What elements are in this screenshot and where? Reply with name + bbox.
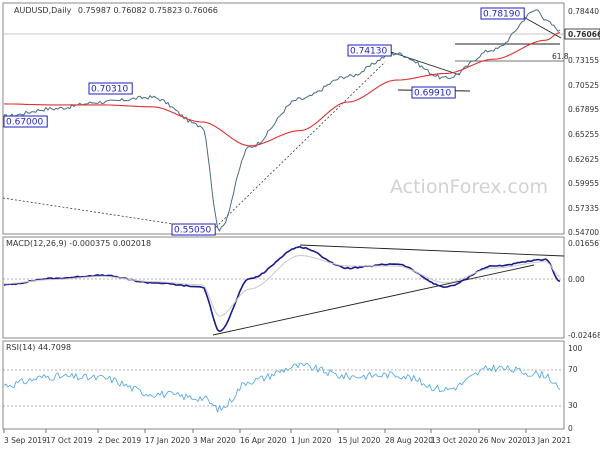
x-tick-label: 17 Jan 2020: [145, 436, 190, 445]
macd-series-line: [3, 245, 561, 333]
x-tick-label: 13 Jan 2021: [526, 436, 571, 445]
macd-series-group: [3, 245, 561, 333]
watermark-text: ActionForex.com: [390, 176, 548, 198]
price-label-box: [411, 86, 456, 99]
price-label-box: [3, 115, 48, 128]
rsi-series-group: [3, 362, 561, 413]
x-tick-label: 13 Oct 2020: [431, 436, 478, 445]
price-series-line: [3, 9, 561, 232]
y-tick-label: 0.76066: [568, 30, 600, 39]
ma-series-line: [4, 32, 561, 147]
y-tick-label: 0.00: [568, 275, 585, 284]
y-tick-label: 0: [568, 424, 573, 433]
symbol-text: AUDUSD,Daily: [14, 6, 72, 15]
current-price-tag: [564, 28, 600, 40]
x-tick-label: 2 Dec 2019: [98, 436, 141, 445]
x-tick-label: 17 Oct 2019: [46, 436, 93, 445]
macd-panel-frame: [2, 236, 565, 339]
price-panel-frame: [2, 2, 565, 235]
price-label-text: 0.78190: [483, 10, 520, 20]
rsi-series-line: [3, 362, 561, 413]
y-tick-label: 0.67895: [568, 105, 599, 114]
y-tick-label: 0.78440: [568, 7, 599, 16]
y-tick-label: 70: [568, 365, 578, 374]
x-tick-label: 26 Nov 2020: [479, 436, 527, 445]
rsi-panel-title: RSI(14) 44.7098: [6, 343, 71, 352]
x-tick-label: 15 Jul 2020: [338, 436, 381, 445]
price-label-text: 0.74130: [350, 47, 387, 57]
y-tick-label: 0.57335: [568, 204, 599, 213]
y-tick-label: 0.62625: [568, 155, 599, 164]
macd-upper-trendline: [299, 244, 565, 257]
price-label-text: 0.70310: [91, 85, 128, 95]
price-panel-header: AUDUSD,Daily 0.75987 0.76082 0.75823 0.7…: [14, 6, 218, 15]
y-tick-label: 0.70525: [568, 81, 599, 90]
fib-level-label: 61.8: [552, 52, 569, 61]
price-label-text: 0.55050: [174, 226, 211, 236]
price-label-box: [88, 82, 133, 95]
x-tick-label: 3 Mar 2020: [193, 436, 236, 445]
rsi-y-axis: 100 70 30 0: [568, 344, 583, 433]
y-tick-label: 0.59955: [568, 179, 599, 188]
y-tick-label: 100: [568, 344, 583, 353]
price-label-box: [171, 223, 216, 236]
x-tick-label: 3 Sep 2019: [4, 436, 47, 445]
x-tick-label: 28 Aug 2020: [385, 436, 433, 445]
channel-upper-trendline: [519, 14, 562, 39]
y-tick-label: 30: [568, 401, 578, 410]
y-tick-label: 0.54700: [568, 228, 599, 237]
price-label-box: [480, 7, 525, 20]
y-tick-label: -0.024684: [568, 331, 600, 340]
rsi-panel-frame: [2, 340, 565, 430]
y-tick-label: 0.65255: [568, 130, 599, 139]
price-label-text: 0.67000: [6, 118, 43, 128]
y-tick-label: 0.73155: [568, 56, 599, 65]
x-tick-label: 16 Apr 2020: [240, 436, 287, 445]
price-label-box: [347, 44, 392, 57]
macd-y-axis: 0.016567 0.00 -0.024684: [568, 239, 600, 340]
macd-panel-title: MACD(12,26,9) -0.000375 0.002018: [6, 239, 151, 248]
ohlc-text: 0.75987 0.76082 0.75823 0.76066: [78, 6, 218, 15]
price-y-axis: 0.78440 0.76066 0.73155 0.70525 0.67895 0.652…: [564, 7, 600, 237]
y-tick-label: 0.016567: [568, 239, 600, 248]
price-series-group: [3, 9, 561, 232]
price-annotations: 0.67000 0.70310 0.55050 0.74130 0.69910 0.781…: [3, 7, 569, 236]
signal-series-line: [4, 255, 561, 317]
rising-dotted-trendline: [212, 61, 386, 231]
price-label-text: 0.69910: [414, 89, 451, 99]
macd-lower-trendline: [212, 264, 535, 336]
x-tick-label: 1 Jun 2020: [291, 436, 332, 445]
x-axis: 3 Sep 2019 17 Oct 2019 2 Dec 2019 17 Jan 20…: [3, 429, 571, 445]
